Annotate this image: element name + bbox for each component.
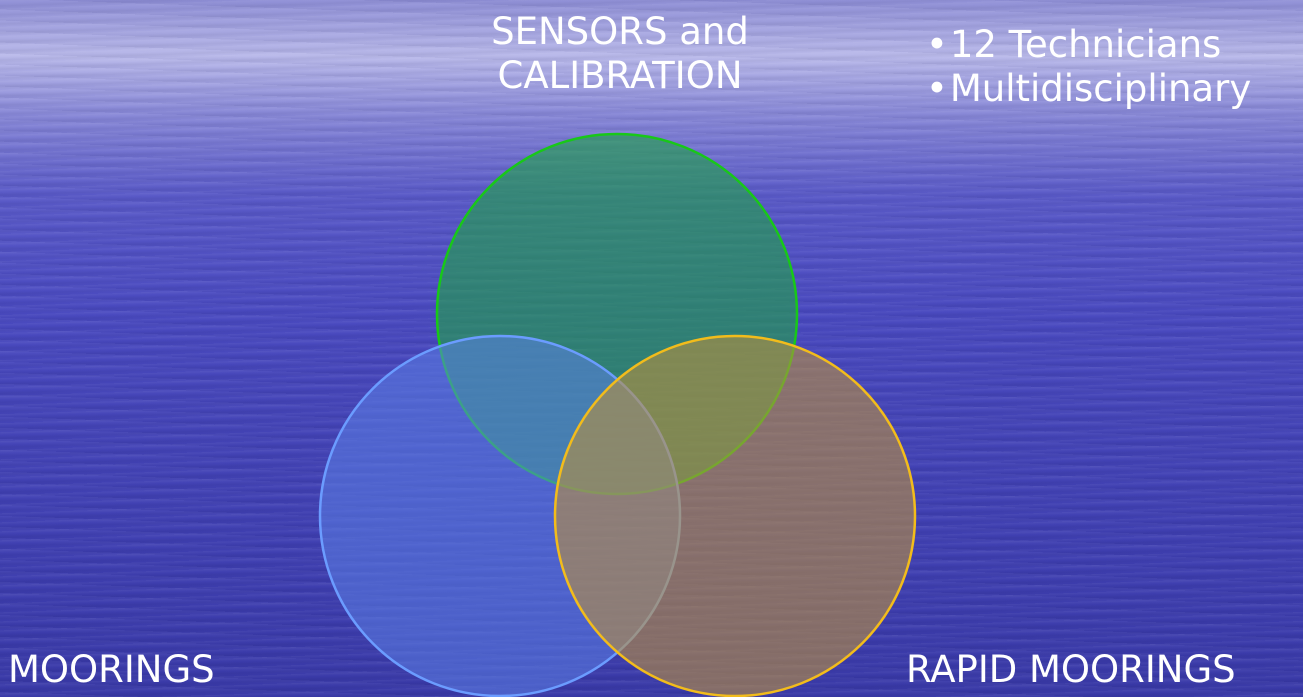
bullet-text-multidisciplinary: Multidisciplinary	[949, 67, 1252, 110]
moorings-label: MOORINGS	[8, 648, 215, 691]
sensors-calibration-label-line1: SENSORS and	[491, 10, 749, 53]
bullet-item-technicians: •12 Technicians	[926, 23, 1251, 67]
bullet-text-technicians: 12 Technicians	[949, 23, 1222, 66]
bullet-glyph: •	[926, 23, 948, 66]
rapid-moorings-circle	[553, 334, 917, 697]
bullet-item-multidisciplinary: •Multidisciplinary	[926, 67, 1251, 111]
info-bullet-list: •12 Technicians •Multidisciplinary	[926, 23, 1251, 111]
bullet-glyph: •	[926, 67, 948, 110]
sensors-calibration-label: SENSORS and CALIBRATION	[420, 10, 820, 98]
sensors-calibration-label-line2: CALIBRATION	[497, 54, 743, 97]
rapid-moorings-label: RAPID MOORINGS	[906, 648, 1236, 691]
